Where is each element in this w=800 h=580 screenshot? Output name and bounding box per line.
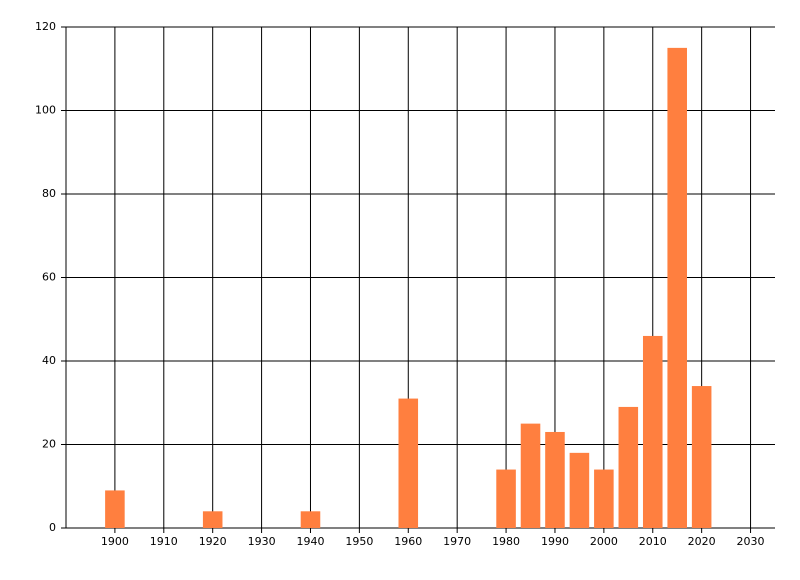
x-tick-label: 1930 — [248, 535, 276, 548]
x-tick-label: 2010 — [639, 535, 667, 548]
y-tick-label: 100 — [35, 104, 56, 117]
x-tick-label: 1960 — [394, 535, 422, 548]
y-tick-label: 60 — [42, 271, 56, 284]
bar — [398, 398, 419, 528]
x-tick-label: 1980 — [492, 535, 520, 548]
bar — [300, 511, 321, 528]
x-tick-label: 2000 — [590, 535, 618, 548]
y-tick-label: 80 — [42, 187, 56, 200]
x-tick-label: 1990 — [541, 535, 569, 548]
y-tick-label: 120 — [35, 20, 56, 33]
x-tick-label: 1900 — [101, 535, 129, 548]
bar — [691, 386, 712, 528]
bar — [545, 431, 565, 528]
y-tick-label: 20 — [42, 438, 56, 451]
x-tick-label: 1920 — [199, 535, 227, 548]
bar — [569, 452, 590, 528]
x-tick-label: 1970 — [443, 535, 471, 548]
bar — [667, 47, 687, 528]
y-tick-label: 40 — [42, 354, 56, 367]
y-tick-label: 0 — [49, 521, 56, 534]
bar — [520, 423, 541, 528]
bar — [496, 469, 516, 528]
x-tick-label: 2020 — [688, 535, 716, 548]
bar — [594, 469, 614, 528]
x-tick-label: 1940 — [296, 535, 324, 548]
bar — [105, 490, 125, 528]
bar — [642, 335, 663, 528]
bar — [202, 511, 223, 528]
x-tick-label: 2030 — [737, 535, 765, 548]
x-tick-label: 1910 — [150, 535, 178, 548]
bar — [618, 406, 639, 528]
x-tick-label: 1950 — [345, 535, 373, 548]
